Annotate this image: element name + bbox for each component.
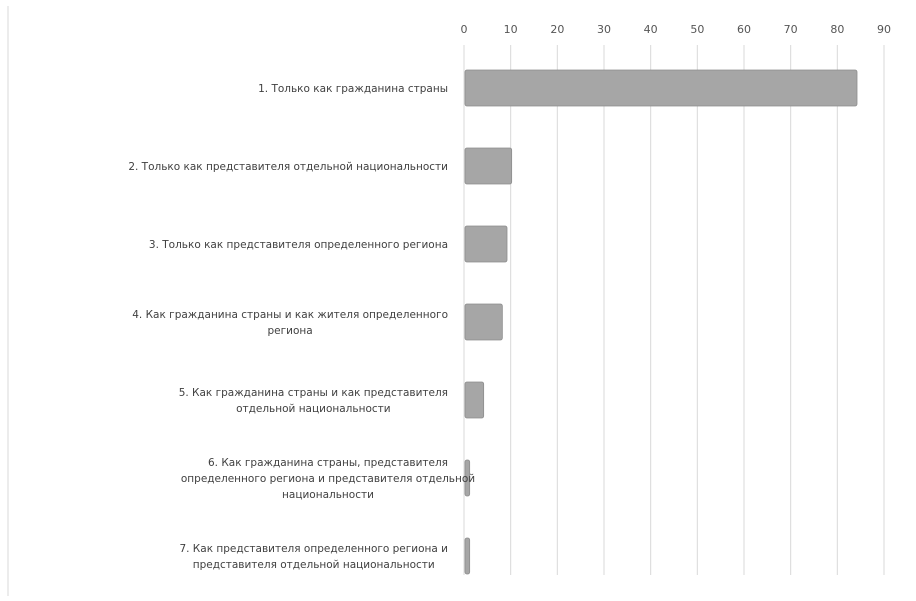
x-tick-label: 50: [690, 23, 704, 36]
x-tick-label: 80: [830, 23, 844, 36]
bar: [464, 381, 485, 419]
x-tick-label: 20: [550, 23, 564, 36]
x-tick-label: 0: [461, 23, 468, 36]
x-tick-label: 70: [784, 23, 798, 36]
category-label: 2. Только как представителя отдельной на…: [128, 161, 448, 173]
category-label: 6. Как гражданина страны, представителя: [208, 457, 448, 469]
bar: [464, 459, 471, 497]
bar: [464, 303, 503, 341]
bar: [464, 225, 508, 263]
x-tick-label: 60: [737, 23, 751, 36]
bar: [464, 69, 858, 107]
category-label: 1. Только как гражданина страны: [258, 83, 448, 95]
category-label: определенного региона и представителя от…: [181, 473, 475, 485]
x-tick-label: 90: [877, 23, 891, 36]
bar: [464, 537, 471, 575]
bar: [464, 147, 513, 185]
category-label: 7. Как представителя определенного регио…: [179, 543, 448, 555]
x-tick-label: 10: [504, 23, 518, 36]
category-label: региона: [268, 325, 313, 337]
x-tick-label: 40: [644, 23, 658, 36]
category-label: национальности: [282, 489, 374, 501]
category-label: 4. Как гражданина страны и как жителя оп…: [132, 309, 448, 321]
category-label: 5. Как гражданина страны и как представи…: [179, 387, 448, 399]
category-label: представителя отдельной национальности: [193, 559, 435, 571]
category-label: 3. Только как представителя определенног…: [149, 239, 448, 251]
category-label: отдельной национальности: [236, 403, 391, 415]
x-tick-label: 30: [597, 23, 611, 36]
